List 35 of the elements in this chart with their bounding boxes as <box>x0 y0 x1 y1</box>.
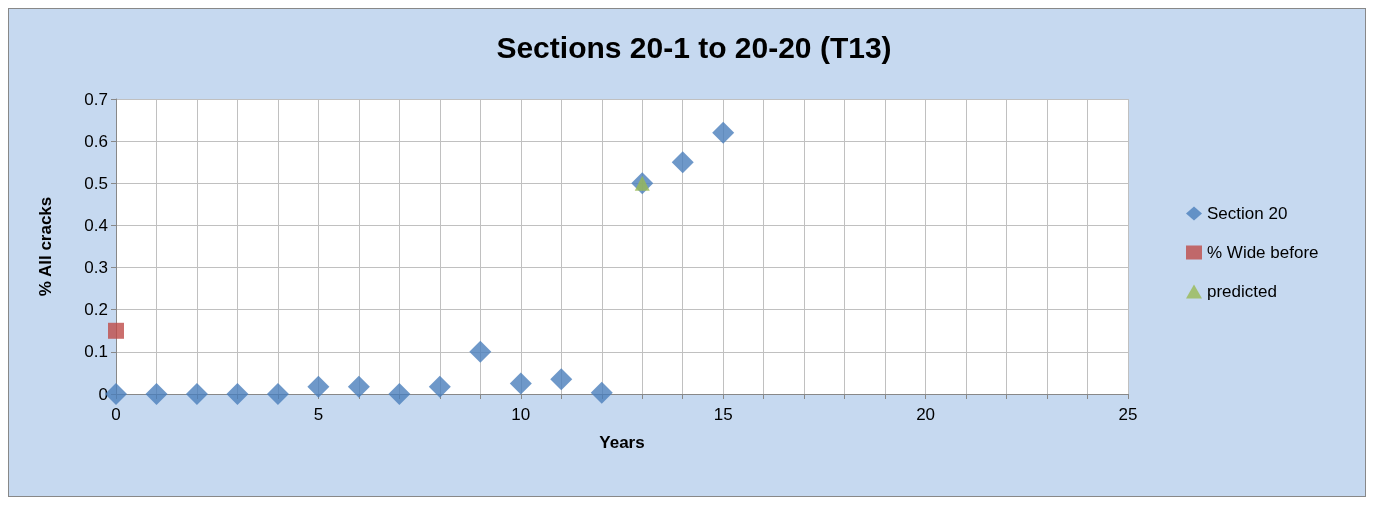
x-tick-label: 10 <box>511 405 531 424</box>
point <box>347 375 370 398</box>
x-axis-title: Years <box>599 433 645 452</box>
point <box>671 151 694 174</box>
x-tick-label: 0 <box>111 405 121 424</box>
y-tick-label: 0.3 <box>84 258 108 278</box>
y-tick-label: 0.6 <box>84 131 108 151</box>
y-tick-label: 0.2 <box>84 300 108 320</box>
legend-label: % Wide before <box>1207 243 1319 262</box>
point <box>266 383 289 405</box>
point <box>108 322 124 339</box>
legend-label: Section 20 <box>1207 204 1288 223</box>
point <box>428 375 451 398</box>
y-axis-title: % All cracks <box>36 196 55 297</box>
y-tick-label: 0.1 <box>84 342 108 362</box>
chart-title: Sections 20-1 to 20-20 (T13) <box>496 30 892 64</box>
point <box>712 121 735 144</box>
point <box>590 381 613 404</box>
x-tick-label: 5 <box>313 405 324 424</box>
x-tick-label: 25 <box>1118 405 1138 424</box>
legend-label: predicted <box>1207 282 1277 301</box>
point <box>509 372 532 395</box>
point <box>226 383 249 405</box>
y-tick-label: 0.5 <box>84 173 108 193</box>
y-tick-label: 0.4 <box>84 215 108 235</box>
point <box>469 340 492 363</box>
y-tick-label: 0.7 <box>84 89 108 109</box>
point <box>307 375 330 398</box>
point <box>185 383 208 405</box>
point <box>145 383 168 405</box>
x-tick-label: 20 <box>916 405 936 424</box>
point <box>550 368 573 391</box>
point <box>388 383 411 405</box>
x-tick-label: 15 <box>713 405 733 424</box>
y-tick-label: 0 <box>98 384 108 404</box>
